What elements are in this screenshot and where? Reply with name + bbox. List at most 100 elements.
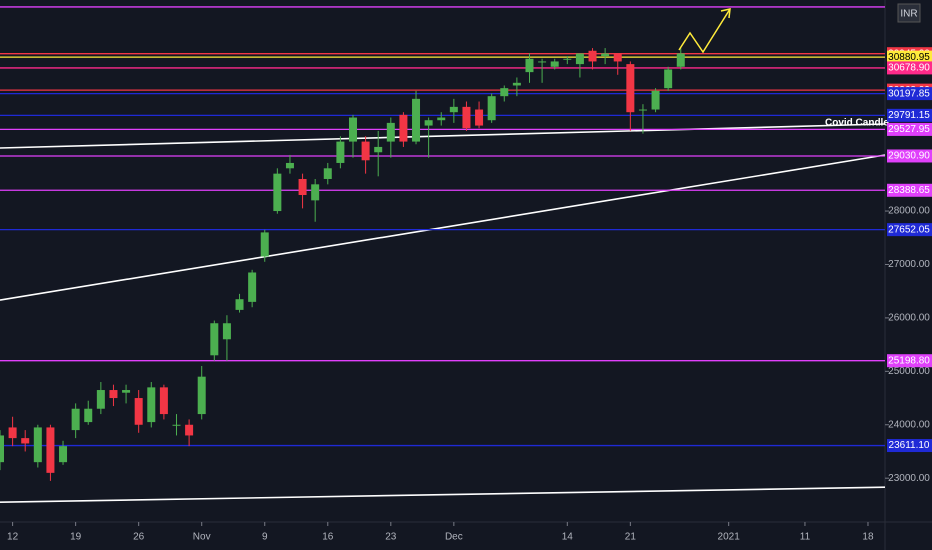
level-label: 23611.10 bbox=[889, 440, 930, 451]
candle-body bbox=[273, 173, 282, 212]
price-axis: 23000.00 24000.00 25000.00 26000.00 27000.00… bbox=[885, 47, 932, 484]
x-tick-label: 18 bbox=[862, 532, 874, 543]
x-tick-label: 19 bbox=[70, 532, 82, 543]
candle-body bbox=[0, 435, 4, 463]
level-label: 30678.90 bbox=[888, 63, 930, 74]
level-label-bg bbox=[887, 108, 932, 122]
y-tick-label: 28000.00 bbox=[888, 206, 930, 217]
level-label: 30880.95 bbox=[888, 52, 930, 63]
level-label-bg bbox=[887, 149, 932, 163]
candle-body bbox=[348, 117, 357, 142]
level-label-bg bbox=[887, 439, 932, 453]
x-tick-label: 21 bbox=[625, 532, 637, 543]
level-label: 30197.85 bbox=[888, 88, 930, 99]
candle-body bbox=[449, 106, 458, 113]
candle-body bbox=[626, 64, 635, 113]
candle-body bbox=[172, 424, 181, 426]
candle-body bbox=[336, 141, 345, 163]
candle-body bbox=[424, 120, 433, 126]
candle-body bbox=[197, 376, 206, 415]
candle-body bbox=[361, 141, 370, 161]
candle-body bbox=[311, 184, 320, 201]
level-label: 25198.80 bbox=[888, 355, 930, 366]
candle-body bbox=[71, 408, 80, 431]
candle-body bbox=[122, 390, 131, 393]
currency: INR bbox=[900, 9, 917, 20]
candle-body bbox=[601, 53, 610, 57]
candle-body bbox=[323, 168, 332, 179]
x-tick-label: 9 bbox=[262, 532, 268, 543]
candle-body bbox=[500, 88, 509, 97]
candle-body bbox=[298, 178, 307, 196]
candle-body bbox=[575, 53, 584, 65]
candle-body bbox=[462, 106, 471, 129]
candle-body bbox=[437, 117, 446, 121]
candle-body bbox=[96, 390, 105, 409]
candle-body bbox=[260, 232, 269, 257]
x-tick-label: 23 bbox=[385, 532, 397, 543]
candle-body bbox=[285, 162, 294, 169]
candle-body bbox=[59, 446, 68, 463]
y-tick-label: 24000.00 bbox=[888, 419, 930, 430]
candle-body bbox=[21, 438, 30, 444]
level-label: 27652.05 bbox=[888, 224, 930, 235]
candle-body bbox=[386, 122, 395, 142]
candle-body bbox=[676, 53, 685, 67]
trendline bbox=[0, 154, 886, 301]
projection-arrow bbox=[678, 8, 731, 54]
candle-body bbox=[538, 61, 547, 63]
candle-body bbox=[84, 408, 93, 423]
x-tick-label: 16 bbox=[322, 532, 334, 543]
candle-body bbox=[235, 299, 244, 310]
candle-body bbox=[550, 61, 559, 67]
candle-body bbox=[185, 424, 194, 436]
trendline bbox=[0, 123, 886, 149]
y-tick-label: 25000.00 bbox=[888, 366, 930, 377]
candle-body bbox=[210, 323, 219, 356]
candle-body bbox=[33, 427, 42, 463]
candle-body bbox=[613, 53, 622, 62]
x-tick-label: 14 bbox=[562, 532, 574, 543]
candle-body bbox=[248, 272, 257, 302]
candle-body bbox=[475, 109, 484, 126]
candle-body bbox=[8, 427, 17, 439]
candle-body bbox=[222, 323, 231, 340]
level-label: 28388.65 bbox=[888, 185, 930, 196]
candle-body bbox=[46, 427, 55, 473]
candle-body bbox=[588, 50, 597, 62]
level-label-bg bbox=[887, 183, 932, 197]
candle-body bbox=[109, 390, 118, 399]
level-label-bg bbox=[887, 61, 932, 75]
price-axis-bg bbox=[885, 0, 932, 550]
level-label-bg bbox=[887, 87, 932, 101]
plot-area bbox=[0, 6, 886, 503]
candle-body bbox=[134, 398, 143, 425]
annotation: Covid Candle bbox=[825, 118, 889, 129]
candle-body bbox=[638, 109, 647, 111]
candle-body bbox=[147, 387, 156, 423]
currency-box bbox=[897, 3, 921, 23]
y-tick-label: 26000.00 bbox=[888, 313, 930, 324]
candle-body bbox=[651, 90, 660, 110]
x-tick-label: 2021 bbox=[718, 532, 741, 543]
level-label-bg bbox=[887, 354, 932, 368]
level-label-bg bbox=[887, 223, 932, 237]
level-label: 29030.90 bbox=[888, 151, 930, 162]
level-label: 29791.15 bbox=[888, 110, 930, 121]
candle-body bbox=[563, 58, 572, 60]
candle-body bbox=[487, 96, 496, 121]
candle-body bbox=[412, 98, 421, 142]
x-tick-label: 26 bbox=[133, 532, 145, 543]
candle-body bbox=[374, 146, 383, 153]
x-tick-label: Dec bbox=[445, 532, 463, 543]
trendline bbox=[0, 486, 886, 503]
x-tick-label: 12 bbox=[7, 532, 19, 543]
candle-body bbox=[512, 82, 521, 86]
arrow-head bbox=[720, 8, 731, 19]
candle-body bbox=[664, 69, 673, 89]
level-label-bg bbox=[887, 50, 932, 64]
y-tick-label: 23000.00 bbox=[888, 473, 930, 484]
candle-body bbox=[399, 114, 408, 142]
level-label: 29527.95 bbox=[888, 124, 930, 135]
